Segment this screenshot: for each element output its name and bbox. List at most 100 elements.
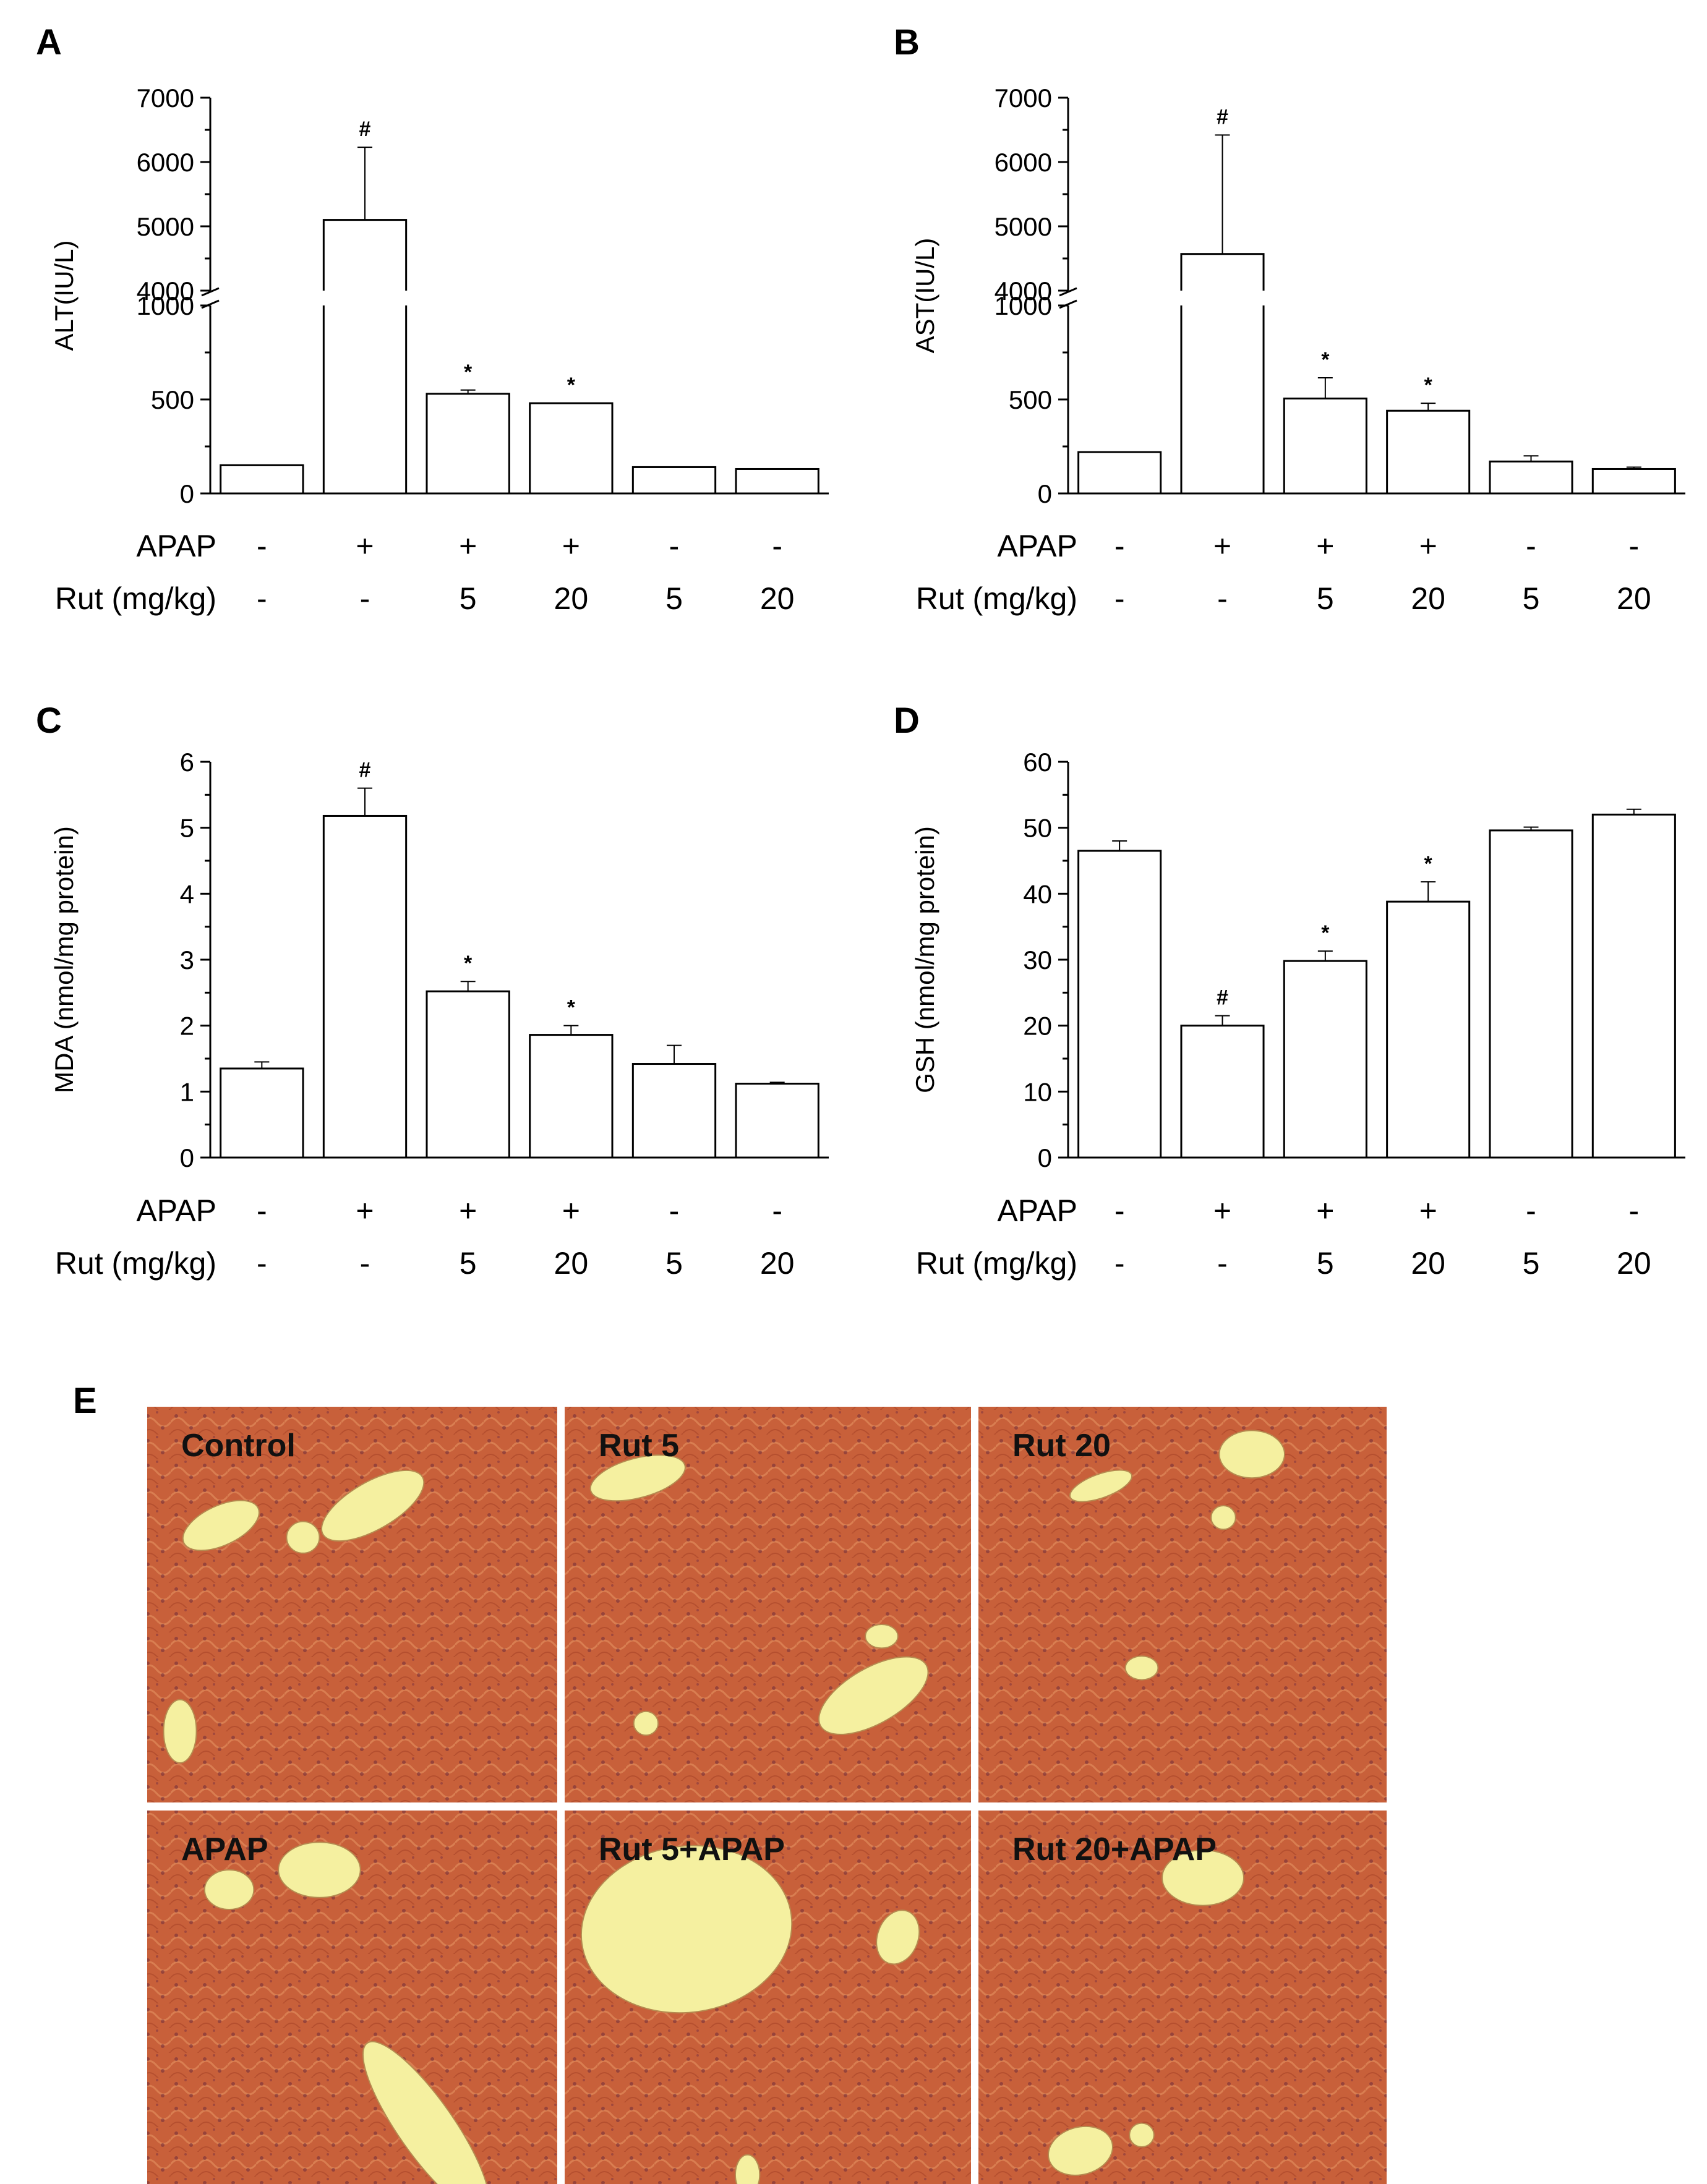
rut-row-label: Rut (mg/kg) — [916, 1246, 1077, 1281]
y-tick-label: 0 — [1038, 1143, 1052, 1172]
tissue-image — [978, 1407, 1387, 1802]
y-tick-label: 50 — [1023, 814, 1052, 843]
y-tick-label: 6 — [180, 748, 194, 777]
blood-vessel — [1048, 2125, 1113, 2176]
significance-mark: * — [1424, 852, 1433, 876]
significance-mark: * — [1424, 373, 1433, 397]
rut-value: 5 — [460, 1246, 477, 1281]
significance-mark: # — [1217, 986, 1228, 1010]
micrograph-label: Rut 5+APAP — [599, 1832, 785, 1867]
apap-value: + — [1316, 529, 1334, 563]
bar — [1283, 397, 1367, 495]
bar — [220, 464, 304, 495]
blood-vessel — [734, 2154, 761, 2184]
apap-value: - — [1526, 1193, 1536, 1228]
rut-value: 5 — [665, 581, 683, 616]
y-tick-label: 500 — [151, 385, 194, 414]
rut-row-label: Rut (mg/kg) — [55, 581, 216, 616]
y-tick-label: 4000 — [995, 276, 1052, 305]
y-tick-label: 4000 — [137, 276, 194, 305]
y-tick-label: 7000 — [995, 83, 1052, 113]
micrograph-tile: Rut 20 — [978, 1407, 1387, 1802]
micrograph-tile: Control — [147, 1407, 557, 1802]
rut-value: - — [257, 1246, 267, 1281]
significance-mark: * — [464, 360, 473, 384]
blood-vessel — [203, 1869, 255, 1910]
y-tick-label: 3 — [180, 945, 194, 975]
blood-vessel — [182, 1499, 260, 1551]
y-axis-label: ALT(IU/L) — [49, 241, 79, 351]
y-tick-label: 7000 — [137, 83, 194, 113]
y-tick-label: 500 — [1009, 385, 1052, 414]
blood-vessel — [278, 1841, 361, 1898]
bar — [1591, 813, 1676, 1159]
bar — [220, 1067, 304, 1159]
bar — [529, 1034, 614, 1159]
blood-vessel — [818, 1656, 929, 1735]
y-tick-label: 1000 — [137, 291, 194, 320]
rut-row-label: Rut (mg/kg) — [55, 1246, 216, 1281]
axis-break-mark — [201, 287, 220, 297]
bar — [735, 467, 819, 495]
apap-value: - — [1114, 529, 1125, 563]
apap-value: + — [1213, 529, 1231, 563]
apap-value: + — [562, 1193, 580, 1228]
apap-value: - — [257, 529, 267, 563]
bar — [1180, 1025, 1265, 1159]
bar — [322, 219, 408, 495]
blood-vessel — [1124, 1655, 1159, 1681]
rut-value: - — [360, 581, 370, 616]
y-tick-label: 1 — [180, 1077, 194, 1106]
blood-vessel — [362, 2041, 490, 2184]
bar — [631, 1063, 717, 1159]
significance-mark: * — [1321, 921, 1330, 945]
rut-value: - — [1217, 1246, 1228, 1281]
bar — [322, 814, 408, 1159]
rut-value: - — [257, 581, 267, 616]
apap-value: - — [772, 529, 782, 563]
rut-value: - — [1217, 581, 1228, 616]
rut-value: 5 — [1523, 1246, 1540, 1281]
axis-break-mark — [1059, 287, 1077, 297]
blood-vessel — [321, 1469, 425, 1542]
bar — [1591, 467, 1676, 495]
chart-panel-d: D 0 10 20 30 40 50 60 GSH (nmol/mg protein) # * * AP… — [894, 701, 1685, 1281]
rut-value: 5 — [1317, 581, 1334, 616]
apap-value: - — [669, 1193, 680, 1228]
y-axis-label: AST(IU/L) — [910, 238, 939, 354]
micrograph-tile: APAP — [147, 1811, 557, 2184]
micrograph-panel-e: E Control Rut 5 Rut 20 APAP Rut 5+APAP Rut 20+… — [73, 1381, 1387, 2184]
rut-value: 20 — [554, 581, 589, 616]
y-tick-label: 40 — [1023, 879, 1052, 908]
bar — [1283, 960, 1367, 1159]
micrograph-tile: Rut 5 — [565, 1407, 971, 1802]
blood-vessel — [1129, 2122, 1155, 2148]
rut-value: 5 — [665, 1246, 683, 1281]
bar — [1077, 850, 1162, 1159]
significance-mark: * — [464, 952, 473, 975]
chart-panel-c: C 0 1 2 3 4 5 6 MDA (nmol/mg protein) # * * APAP Rut … — [36, 701, 829, 1281]
significance-mark: * — [567, 373, 576, 397]
y-tick-label: 5000 — [137, 212, 194, 241]
blood-vessel — [286, 1521, 320, 1554]
y-tick-label: 6000 — [995, 148, 1052, 177]
blood-vessel — [580, 1845, 793, 2014]
y-tick-label: 60 — [1023, 748, 1052, 777]
apap-value: - — [1629, 1193, 1640, 1228]
rut-value: 20 — [760, 1246, 795, 1281]
y-tick-label: 0 — [180, 1143, 194, 1172]
apap-value: + — [356, 529, 374, 563]
y-tick-label: 30 — [1023, 945, 1052, 975]
micrograph-tile: Rut 5+APAP — [565, 1811, 971, 2184]
apap-value: + — [356, 1193, 374, 1228]
apap-value: - — [257, 1193, 267, 1228]
y-tick-label: 0 — [180, 479, 194, 508]
axis-break-mark — [1059, 299, 1077, 309]
significance-mark: * — [567, 996, 576, 1020]
panel-letter: B — [894, 22, 920, 62]
apap-value: + — [1213, 1193, 1231, 1228]
apap-value: - — [669, 529, 680, 563]
